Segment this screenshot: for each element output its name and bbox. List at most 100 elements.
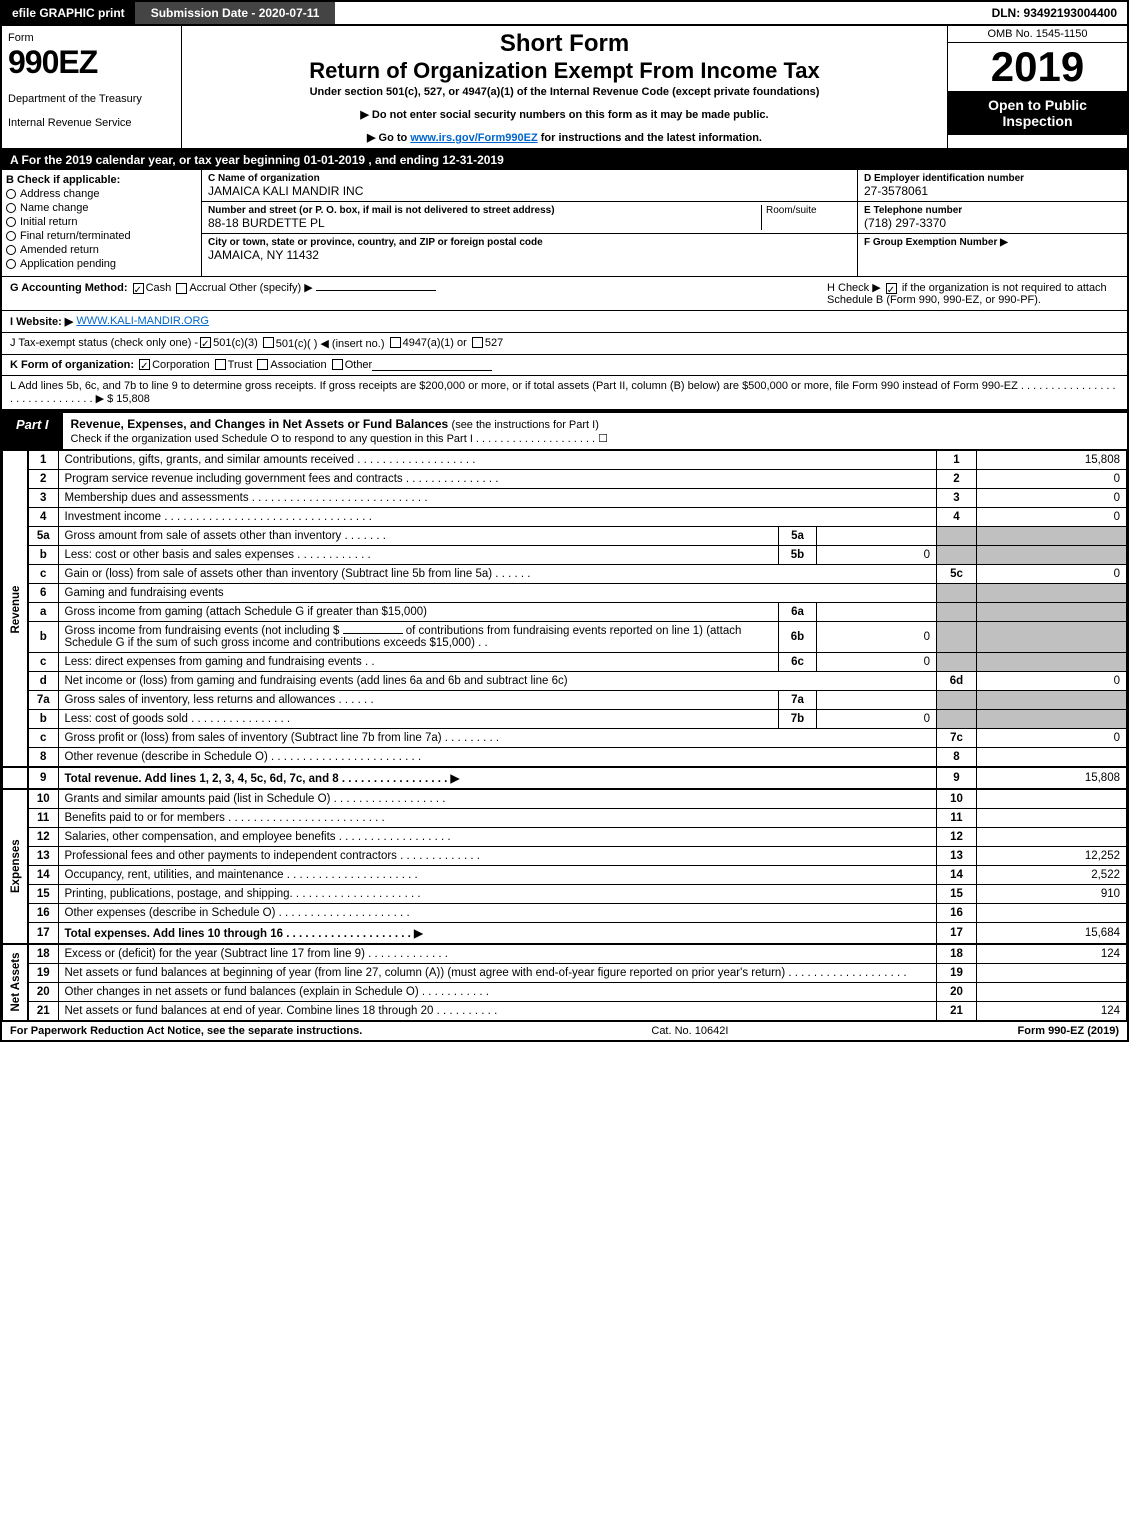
other-org-input[interactable] <box>372 359 492 371</box>
dept-irs: Internal Revenue Service <box>8 117 175 129</box>
city-label: City or town, state or province, country… <box>208 237 851 248</box>
line-5a: 5a Gross amount from sale of assets othe… <box>3 527 1127 546</box>
ein-value: 27-3578061 <box>864 184 1121 198</box>
efile-print-label[interactable]: efile GRAPHIC print <box>2 2 135 24</box>
group-exempt-label: F Group Exemption Number ▶ <box>864 237 1121 248</box>
chk-501c3[interactable] <box>200 337 211 348</box>
box-b-title: B Check if applicable: <box>6 174 197 186</box>
footer-formref: Form 990-EZ (2019) <box>1018 1025 1119 1037</box>
line-5c: c Gain or (loss) from sale of assets oth… <box>3 565 1127 584</box>
g-label: G Accounting Method: <box>10 282 128 294</box>
section-a-bar: A For the 2019 calendar year, or tax yea… <box>2 150 1127 170</box>
line-7c: c Gross profit or (loss) from sales of i… <box>3 729 1127 748</box>
room-suite-label: Room/suite <box>761 205 851 230</box>
open-inspection: Open to Public Inspection <box>948 91 1127 135</box>
part1-tab: Part I <box>2 413 63 449</box>
row-h: H Check ▶ if the organization is not req… <box>819 281 1119 306</box>
part1-table: Revenue 1 Contributions, gifts, grants, … <box>2 450 1127 1021</box>
omb-number: OMB No. 1545-1150 <box>948 26 1127 43</box>
chk-other-org[interactable] <box>332 359 343 370</box>
page-footer: For Paperwork Reduction Act Notice, see … <box>2 1021 1127 1040</box>
form-page: efile GRAPHIC print Submission Date - 20… <box>0 0 1129 1042</box>
short-form-title: Short Form <box>192 30 937 58</box>
chk-501c[interactable] <box>263 337 274 348</box>
goto-pre: ▶ Go to <box>367 132 410 144</box>
name-label: C Name of organization <box>208 173 851 184</box>
row-g-h: G Accounting Method: Cash Accrual Other … <box>2 277 1127 311</box>
box-def: D Employer identification number 27-3578… <box>857 170 1127 276</box>
chk-final-return[interactable]: Final return/terminated <box>6 230 197 242</box>
tax-year: 2019 <box>948 43 1127 91</box>
header-mid: Short Form Return of Organization Exempt… <box>182 26 947 148</box>
line-11: 11 Benefits paid to or for members . . .… <box>3 809 1127 828</box>
netassets-vlabel: Net Assets <box>3 944 29 1021</box>
line-9: 9 Total revenue. Add lines 1, 2, 3, 4, 5… <box>3 767 1127 789</box>
line-6d: d Net income or (loss) from gaming and f… <box>3 672 1127 691</box>
chk-initial-return[interactable]: Initial return <box>6 216 197 228</box>
org-name: JAMAICA KALI MANDIR INC <box>208 184 851 198</box>
chk-trust[interactable] <box>215 359 226 370</box>
irs-link[interactable]: www.irs.gov/Form990EZ <box>410 132 537 144</box>
other-method-input[interactable] <box>316 290 436 291</box>
header-left: Form 990EZ Department of the Treasury In… <box>2 26 182 148</box>
chk-4947[interactable] <box>390 337 401 348</box>
return-title: Return of Organization Exempt From Incom… <box>192 58 937 84</box>
line-5b: b Less: cost or other basis and sales ex… <box>3 546 1127 565</box>
header-right: OMB No. 1545-1150 2019 Open to Public In… <box>947 26 1127 148</box>
dln-label: DLN: 93492193004400 <box>982 2 1127 24</box>
chk-schedule-b[interactable] <box>886 283 897 294</box>
footer-paperwork: For Paperwork Reduction Act Notice, see … <box>10 1025 362 1037</box>
chk-address-change[interactable]: Address change <box>6 188 197 200</box>
line-12: 12 Salaries, other compensation, and emp… <box>3 828 1127 847</box>
line-18: Net Assets 18 Excess or (deficit) for th… <box>3 944 1127 964</box>
box-c: C Name of organization JAMAICA KALI MAND… <box>202 170 857 276</box>
chk-accrual[interactable] <box>176 283 187 294</box>
row-l: L Add lines 5b, 6c, and 7b to line 9 to … <box>2 376 1127 411</box>
part1-title: Revenue, Expenses, and Changes in Net As… <box>63 413 1127 449</box>
revenue-vlabel: Revenue <box>3 451 29 768</box>
chk-corp[interactable] <box>139 359 150 370</box>
line-7a: 7a Gross sales of inventory, less return… <box>3 691 1127 710</box>
footer-catno: Cat. No. 10642I <box>362 1025 1017 1037</box>
org-address: 88-18 BURDETTE PL <box>208 216 761 230</box>
efile-label: efile GRAPHIC print <box>12 6 125 20</box>
line-14: 14 Occupancy, rent, utilities, and maint… <box>3 866 1127 885</box>
line-16: 16 Other expenses (describe in Schedule … <box>3 904 1127 923</box>
row-i: I Website: ▶ WWW.KALI-MANDIR.ORG <box>2 311 1127 333</box>
phone-label: E Telephone number <box>864 205 1121 216</box>
chk-amended[interactable]: Amended return <box>6 244 197 256</box>
ssn-notice: ▶ Do not enter social security numbers o… <box>192 108 937 121</box>
phone-value: (718) 297-3370 <box>864 216 1121 230</box>
line-8: 8 Other revenue (describe in Schedule O)… <box>3 748 1127 768</box>
part1-header: Part I Revenue, Expenses, and Changes in… <box>2 411 1127 450</box>
line-6a: a Gross income from gaming (attach Sched… <box>3 603 1127 622</box>
website-link[interactable]: WWW.KALI-MANDIR.ORG <box>76 315 209 328</box>
part1-check-line: Check if the organization used Schedule … <box>71 433 609 445</box>
fundraising-amount-input[interactable] <box>343 633 403 634</box>
line-6: 6 Gaming and fundraising events <box>3 584 1127 603</box>
chk-name-change[interactable]: Name change <box>6 202 197 214</box>
line-3: 3 Membership dues and assessments . . . … <box>3 489 1127 508</box>
chk-527[interactable] <box>472 337 483 348</box>
line-15: 15 Printing, publications, postage, and … <box>3 885 1127 904</box>
chk-assoc[interactable] <box>257 359 268 370</box>
entity-block: B Check if applicable: Address change Na… <box>2 170 1127 277</box>
ein-label: D Employer identification number <box>864 173 1121 184</box>
line-6c: c Less: direct expenses from gaming and … <box>3 653 1127 672</box>
chk-pending[interactable]: Application pending <box>6 258 197 270</box>
line-17: 17 Total expenses. Add lines 10 through … <box>3 923 1127 945</box>
dept-treasury: Department of the Treasury <box>8 93 175 105</box>
line-2: 2 Program service revenue including gove… <box>3 470 1127 489</box>
line-13: 13 Professional fees and other payments … <box>3 847 1127 866</box>
row-k: K Form of organization: Corporation Trus… <box>2 355 1127 376</box>
line-21: 21 Net assets or fund balances at end of… <box>3 1002 1127 1021</box>
line-6b: b Gross income from fundraising events (… <box>3 622 1127 653</box>
row-j: J Tax-exempt status (check only one) - 5… <box>2 333 1127 355</box>
under-section: Under section 501(c), 527, or 4947(a)(1)… <box>192 86 937 98</box>
expenses-vlabel: Expenses <box>3 789 29 944</box>
form-number: 990EZ <box>8 44 175 81</box>
line-1: Revenue 1 Contributions, gifts, grants, … <box>3 451 1127 470</box>
addr-label: Number and street (or P. O. box, if mail… <box>208 205 761 216</box>
chk-cash[interactable] <box>133 283 144 294</box>
part1-checkbox[interactable]: ☐ <box>598 433 608 445</box>
